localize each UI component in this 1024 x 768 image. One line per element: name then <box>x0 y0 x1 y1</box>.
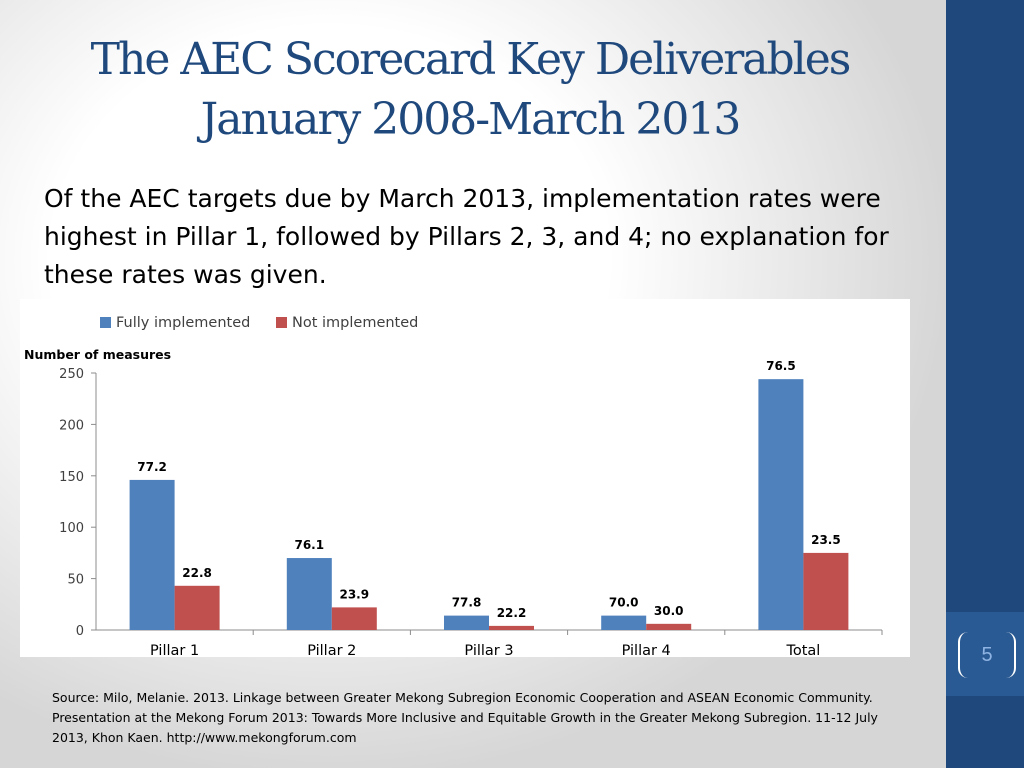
data-label-3-1: 30.0 <box>654 604 684 618</box>
x-tick-label-1: Pillar 2 <box>307 643 356 657</box>
legend-swatch-1 <box>276 317 287 328</box>
source-citation: Source: Milo, Melanie. 2013. Linkage bet… <box>52 688 922 748</box>
body-line-1: Of the AEC targets due by March 2013, im… <box>44 184 881 213</box>
data-label-0-0: 77.2 <box>137 460 167 474</box>
bar-2-1 <box>489 625 534 630</box>
data-label-1-0: 76.1 <box>294 538 324 552</box>
data-label-1-1: 23.9 <box>339 587 369 601</box>
body-line-2: highest in Pillar 1, followed by Pillars… <box>44 222 889 251</box>
chart-container: Fully implemented Not implemented Number o… <box>20 299 910 657</box>
bar-4-0 <box>758 379 804 630</box>
data-label-3-0: 70.0 <box>609 596 639 610</box>
x-tick-label-4: Total <box>785 643 820 657</box>
x-tick-label-0: Pillar 1 <box>150 643 199 657</box>
source-line-2: Presentation at the Mekong Forum 2013: T… <box>52 710 878 725</box>
y-tick-label-5: 250 <box>59 367 84 382</box>
y-tick-label-1: 50 <box>67 573 84 588</box>
data-label-2-1: 22.2 <box>497 606 527 620</box>
y-tick-label-4: 200 <box>59 418 84 433</box>
body-line-3: these rates was given. <box>44 260 327 289</box>
y-tick-label-2: 100 <box>59 521 84 536</box>
bar-1-1 <box>331 607 377 630</box>
data-label-2-0: 77.8 <box>452 596 482 610</box>
page-number: 5 <box>981 644 993 666</box>
y-tick-label-0: 0 <box>76 624 84 639</box>
data-label-0-1: 22.8 <box>182 566 212 580</box>
data-label-4-0: 76.5 <box>766 359 796 373</box>
title-line-1: The AEC Scorecard Key Deliverables <box>90 34 852 85</box>
bar-chart: Fully implemented Not implemented Number o… <box>24 315 883 657</box>
data-label-4-1: 23.5 <box>811 533 841 547</box>
body-text: Of the AEC targets due by March 2013, im… <box>44 180 904 294</box>
bar-0-1 <box>174 585 220 630</box>
legend-swatch-0 <box>100 317 111 328</box>
bar-4-1 <box>803 552 849 630</box>
source-line-3: 2013, Khon Kaen. http://www.mekongforum.… <box>52 730 357 745</box>
bar-3-1 <box>646 623 692 630</box>
legend-label-1: Not implemented <box>292 315 418 331</box>
title-line-2: January 2008-March 2013 <box>200 94 742 145</box>
bar-3-0 <box>601 615 647 630</box>
bar-2-0 <box>444 615 489 630</box>
y-tick-label-3: 150 <box>59 470 84 485</box>
page-number-frame <box>958 632 1016 678</box>
x-tick-label-2: Pillar 3 <box>464 643 513 657</box>
slide-title: The AEC Scorecard Key Deliverables Janua… <box>40 30 900 150</box>
x-tick-label-3: Pillar 4 <box>622 643 671 657</box>
source-line-1: Source: Milo, Melanie. 2013. Linkage bet… <box>52 690 873 705</box>
y-axis-label: Number of measures <box>24 347 171 362</box>
bar-1-0 <box>286 558 332 630</box>
bar-0-0 <box>129 479 175 630</box>
legend-label-0: Fully implemented <box>116 315 250 331</box>
